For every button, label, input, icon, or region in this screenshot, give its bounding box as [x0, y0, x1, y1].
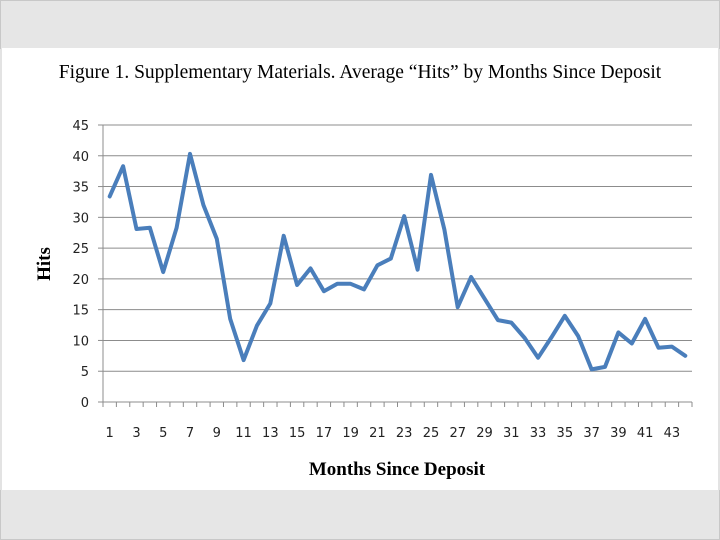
x-tick-label: 19: [342, 426, 359, 441]
x-tick-label: 11: [235, 426, 252, 441]
x-tick-label: 5: [159, 426, 167, 441]
y-tick-label: 35: [72, 181, 89, 196]
x-tick-label: 1: [106, 426, 114, 441]
x-tick-label: 25: [423, 426, 440, 441]
y-tick-label: 25: [72, 242, 89, 257]
axes: [98, 124, 693, 407]
x-tick-label: 35: [557, 426, 574, 441]
x-tick-label: 17: [316, 426, 333, 441]
series-line: [107, 151, 688, 372]
y-axis-label: Hits: [34, 247, 55, 281]
x-tick-label: 13: [262, 426, 279, 441]
x-tick-label: 37: [583, 426, 600, 441]
x-tick-label: 29: [476, 426, 493, 441]
slide-frame-top: [0, 0, 720, 49]
x-tick-label: 3: [132, 426, 140, 441]
y-tick-label: 10: [72, 334, 89, 349]
x-tick-labels: 1 3 5 7 9 11 13 15 17 19 21 23 25 27 29 31 33 35 37 39 41 43: [106, 426, 681, 441]
x-tick-label: 15: [289, 426, 306, 441]
x-tick-label: 23: [396, 426, 413, 441]
series-group: [107, 151, 688, 372]
y-tick-labels: 0 5 10 15 20 25 30 35 40 45: [72, 119, 89, 411]
x-tick-label: 21: [369, 426, 386, 441]
gridlines: [103, 124, 692, 372]
y-tick-label: 30: [72, 211, 89, 226]
y-tick-label: 0: [81, 396, 89, 411]
y-tick-label: 40: [72, 150, 89, 165]
x-tick-label: 9: [213, 426, 221, 441]
x-tick-label: 39: [610, 426, 627, 441]
x-tick-label: 27: [449, 426, 466, 441]
slide-frame-bottom: [0, 490, 720, 540]
x-tick-label: 7: [186, 426, 194, 441]
chart-title: Figure 1. Supplementary Materials. Avera…: [58, 62, 662, 83]
x-tick-label: 41: [637, 426, 654, 441]
chart-panel: [2, 48, 718, 490]
x-tick-label: 33: [530, 426, 547, 441]
y-tick-label: 5: [81, 365, 89, 380]
x-tick-label: 31: [503, 426, 520, 441]
y-tick-label: 45: [72, 119, 89, 134]
x-axis-label: Months Since Deposit: [309, 459, 486, 480]
y-tick-label: 15: [72, 304, 89, 319]
x-tick-label: 43: [664, 426, 681, 441]
y-tick-label: 20: [72, 273, 89, 288]
